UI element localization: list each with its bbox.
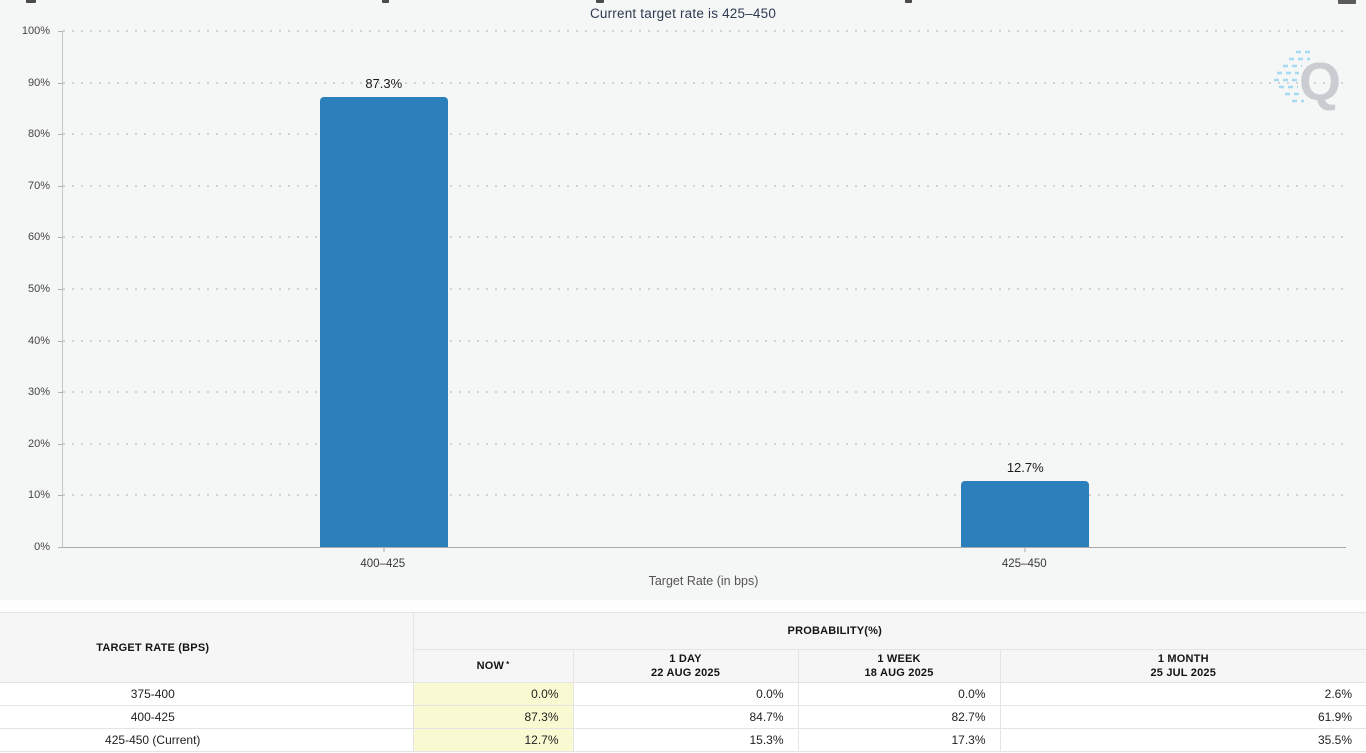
- cutoff-text-fragment: [382, 0, 389, 3]
- y-tick-label: 90%: [27, 76, 50, 89]
- gridline: [63, 81, 1346, 84]
- y-tick-label: 100%: [21, 25, 50, 37]
- col-group-header-probability: PROBABILITY(%): [412, 612, 1366, 650]
- rate-cell: 375-400: [0, 682, 414, 706]
- x-tick-mark: [1024, 547, 1026, 552]
- gridline: [63, 391, 1346, 394]
- now-value-cell: 87.3%: [412, 705, 574, 729]
- week-value-cell: 0.0%: [797, 682, 1001, 706]
- month-value-cell: 61.9%: [999, 705, 1366, 729]
- col-header-1-month: 1 MONTH 25 JUL 2025: [999, 648, 1366, 684]
- y-tick-label: 70%: [27, 179, 50, 192]
- y-tick-mark: [58, 547, 63, 548]
- svg-text:Q: Q: [1299, 52, 1341, 112]
- week-value-cell: 17.3%: [797, 728, 1001, 752]
- probability-table-wrap: TARGET RATE (BPS) PROBABILITY(%) NOW * 1 …: [0, 612, 1366, 752]
- week-value-cell: 82.7%: [797, 705, 1001, 729]
- day-value-cell: 84.7%: [572, 705, 799, 729]
- gridline: [63, 184, 1346, 187]
- cutoff-text-fragment: [596, 0, 604, 3]
- y-tick-label: 20%: [27, 437, 50, 450]
- y-tick-label: 0%: [34, 541, 50, 553]
- month-value-cell: 35.5%: [999, 728, 1366, 752]
- now-value-cell: 0.0%: [412, 682, 574, 706]
- col-header-target-rate: TARGET RATE (BPS): [0, 612, 414, 683]
- y-tick-label: 40%: [27, 334, 50, 347]
- x-category-label: 425–450: [1001, 558, 1047, 570]
- x-category-label: 400–425: [360, 558, 406, 570]
- gridline: [63, 494, 1346, 497]
- x-tick-mark: [383, 547, 385, 552]
- y-tick-mark: [58, 289, 63, 290]
- day-value-cell: 0.0%: [572, 682, 799, 706]
- y-tick-mark: [58, 495, 63, 497]
- y-tick-label: 60%: [27, 231, 50, 244]
- probability-bar-chart: Current target rate is 425–450 Probabili…: [0, 0, 1356, 588]
- table-row: 400-425 87.3% 84.7% 82.7% 61.9%: [0, 705, 1366, 729]
- x-axis-labels: 400–425 425–450: [62, 547, 1345, 571]
- y-tick-mark: [58, 340, 63, 342]
- col-header-1-day: 1 DAY 22 AUG 2025: [572, 648, 799, 684]
- y-tick-mark: [58, 443, 63, 445]
- col-header-1-week: 1 WEEK 18 AUG 2025: [797, 648, 1001, 684]
- month-value-cell: 2.6%: [999, 682, 1366, 706]
- bar: [319, 96, 448, 547]
- gridline: [63, 442, 1346, 445]
- gridline: [63, 339, 1346, 342]
- now-footnote-marker: *: [506, 659, 510, 669]
- y-tick-mark: [58, 82, 63, 84]
- y-tick-label: 50%: [27, 283, 50, 295]
- plot-area: 87.3% 12.7%: [58, 30, 1346, 552]
- col-header-now: NOW *: [413, 648, 574, 684]
- rate-cell: 425-450 (Current): [0, 728, 414, 752]
- y-tick-label: 10%: [27, 489, 50, 502]
- y-axis-labels: Probability 0%10%20%30%40%50%60%70%80%90…: [0, 25, 56, 553]
- quikstrike-watermark-icon: Q: [1274, 50, 1341, 112]
- y-tick-mark: [58, 31, 63, 32]
- day-value-cell: 15.3%: [572, 728, 799, 752]
- bar-value-label: 87.3%: [365, 75, 403, 91]
- gridline: [63, 30, 1346, 32]
- gridline: [63, 236, 1346, 239]
- now-value-cell: 12.7%: [412, 728, 574, 752]
- cutoff-text-fragment: [905, 0, 912, 3]
- chart-title: Current target rate is 425–450: [589, 6, 777, 21]
- y-tick-label: 30%: [27, 386, 50, 399]
- y-tick-mark: [58, 134, 63, 136]
- cutoff-text-fragment: [26, 0, 36, 3]
- hamburger-menu-icon[interactable]: [1338, 0, 1356, 4]
- bar: [961, 481, 1090, 547]
- rate-cell: 400-425: [0, 705, 414, 729]
- y-tick-mark: [58, 237, 63, 239]
- bar-value-label: 12.7%: [1006, 460, 1044, 476]
- y-tick-mark: [58, 185, 63, 187]
- y-tick-label: 80%: [27, 128, 50, 141]
- gridline: [63, 288, 1346, 290]
- table-row: 425-450 (Current) 12.7% 15.3% 17.3% 35.5…: [0, 728, 1366, 752]
- table-row: 375-400 0.0% 0.0% 0.0% 2.6%: [0, 682, 1366, 706]
- gridline: [63, 133, 1346, 136]
- x-axis-title: Target Rate (in bps): [648, 574, 759, 588]
- y-tick-mark: [58, 392, 63, 394]
- probability-table: TARGET RATE (BPS) PROBABILITY(%) NOW * 1 …: [0, 612, 1366, 752]
